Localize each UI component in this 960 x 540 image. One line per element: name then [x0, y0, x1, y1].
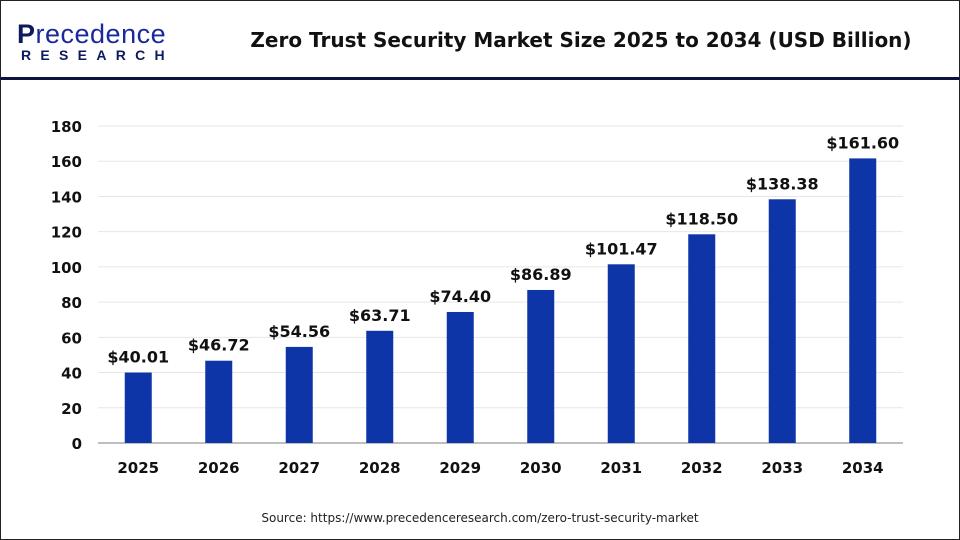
data-label: $161.60 [826, 133, 899, 152]
x-tick-label: 2031 [600, 459, 642, 477]
y-tick-label: 100 [51, 259, 82, 277]
data-label: $74.40 [429, 287, 491, 306]
x-tick-label: 2032 [681, 459, 723, 477]
data-label: $86.89 [510, 265, 572, 284]
x-tick-label: 2033 [761, 459, 803, 477]
data-label: $40.01 [107, 348, 169, 367]
y-tick-label: 0 [72, 435, 82, 453]
bar [205, 360, 233, 443]
chart-title: Zero Trust Security Market Size 2025 to … [250, 28, 912, 52]
data-label: $63.71 [349, 306, 411, 325]
header: Precedence RESEARCH Zero Trust Security … [1, 1, 959, 80]
y-tick-label: 140 [51, 188, 82, 206]
y-tick-label: 80 [61, 294, 82, 312]
y-tick-label: 40 [61, 365, 82, 383]
data-label: $46.72 [188, 336, 250, 355]
y-tick-label: 160 [51, 153, 82, 171]
data-label: $138.38 [746, 174, 819, 193]
y-tick-label: 180 [51, 118, 82, 136]
precedence-research-logo: Precedence RESEARCH [17, 19, 174, 64]
bar [446, 311, 474, 443]
x-tick-label: 2034 [842, 459, 884, 477]
x-tick-label: 2027 [278, 459, 320, 477]
bar [366, 330, 394, 443]
bar [607, 264, 635, 443]
x-tick-label: 2028 [359, 459, 401, 477]
y-tick-label: 60 [61, 329, 82, 347]
x-tick-label: 2029 [439, 459, 481, 477]
x-tick-label: 2030 [520, 459, 562, 477]
bar [527, 289, 555, 443]
data-label: $54.56 [268, 322, 330, 341]
y-tick-label: 120 [51, 224, 82, 242]
bar [688, 234, 716, 443]
data-label: $101.47 [585, 239, 658, 258]
bar [285, 346, 313, 443]
y-tick-label: 20 [61, 400, 82, 418]
x-tick-label: 2026 [198, 459, 240, 477]
bar [124, 372, 152, 443]
x-tick-label: 2025 [117, 459, 159, 477]
data-label: $118.50 [665, 209, 738, 228]
bar [849, 158, 877, 443]
bar [768, 199, 796, 443]
source-note: Source: https://www.precedenceresearch.c… [261, 511, 699, 525]
